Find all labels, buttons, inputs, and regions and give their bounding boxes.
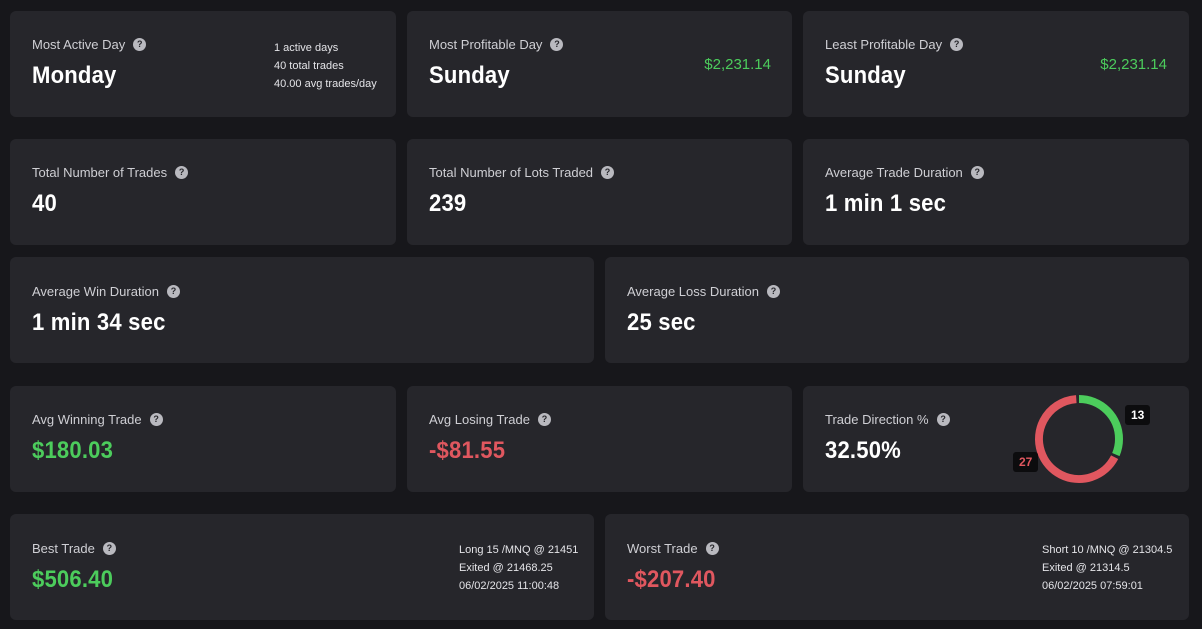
most-active-day-details: 1 active days 40 total trades 40.00 avg … [274,39,377,93]
help-icon[interactable]: ? [149,413,163,426]
trade-direction-card: Trade Direction % ? 32.50% 13 27 [803,386,1189,492]
avg-trades-per-day-text: 40.00 avg trades/day [274,78,377,90]
help-icon[interactable]: ? [133,38,147,51]
avg-win-duration-label: Average Win Duration [32,284,159,299]
avg-trade-duration-value: 1 min 1 sec [825,190,947,217]
best-trade-value: $506.40 [32,566,114,593]
least-profitable-day-amount: $2,231.14 [1100,56,1167,73]
avg-loss-duration-value: 25 sec [627,309,696,336]
worst-trade-details: Short 10 /MNQ @ 21304.5 Exited @ 21314.5… [1042,541,1172,595]
help-icon[interactable]: ? [175,166,189,179]
avg-trade-duration-card: Average Trade Duration ? 1 min 1 sec [803,139,1189,245]
total-lots-label: Total Number of Lots Traded [429,165,594,180]
trade-direction-value: 32.50% [825,437,902,464]
least-profitable-day-label: Least Profitable Day [825,37,943,52]
donut-chart[interactable] [1033,386,1183,492]
worst-trade-card: Worst Trade ? -$207.40 Short 10 /MNQ @ 2… [605,514,1189,620]
help-icon[interactable]: ? [166,285,180,298]
best-trade-details: Long 15 /MNQ @ 21451 Exited @ 21468.25 0… [459,541,578,595]
most-profitable-day-value: Sunday [429,62,510,89]
trade-direction-label: Trade Direction % [825,412,929,427]
best-trade-entry-text: Long 15 /MNQ @ 21451 [459,544,579,556]
best-trade-timestamp: 06/02/2025 11:00:48 [459,580,560,592]
avg-loss-duration-card: Average Loss Duration ? 25 sec [605,257,1189,363]
donut-long-segment[interactable] [1035,395,1123,483]
best-trade-card: Best Trade ? $506.40 Long 15 /MNQ @ 2145… [10,514,594,620]
most-active-day-card: Most Active Day ? Monday 1 active days 4… [10,11,396,117]
best-trade-exit-text: Exited @ 21468.25 [459,562,553,574]
help-icon[interactable]: ? [936,413,950,426]
avg-winning-trade-label: Avg Winning Trade [32,412,142,427]
help-icon[interactable]: ? [601,166,615,179]
total-trades-card: Total Number of Trades ? 40 [10,139,396,245]
avg-win-duration-card: Average Win Duration ? 1 min 34 sec [10,257,594,363]
help-icon[interactable]: ? [550,38,564,51]
avg-loss-duration-label: Average Loss Duration [627,284,760,299]
worst-trade-exit-text: Exited @ 21314.5 [1042,562,1130,574]
short-count-badge: 27 [1013,452,1039,472]
most-profitable-day-amount: $2,231.14 [704,56,771,73]
help-icon[interactable]: ? [970,166,984,179]
least-profitable-day-value: Sunday [825,62,906,89]
help-icon[interactable]: ? [705,542,719,555]
avg-losing-trade-label: Avg Losing Trade [429,412,530,427]
long-count-badge: 13 [1125,405,1151,425]
help-icon[interactable]: ? [950,38,964,51]
most-profitable-day-label: Most Profitable Day [429,37,543,52]
avg-losing-trade-card: Avg Losing Trade ? -$81.55 [407,386,792,492]
total-lots-value: 239 [429,190,467,217]
avg-losing-trade-value: -$81.55 [429,437,506,464]
avg-trade-duration-label: Average Trade Duration [825,165,963,180]
avg-winning-trade-card: Avg Winning Trade ? $180.03 [10,386,396,492]
active-days-text: 1 active days [274,42,339,54]
avg-win-duration-value: 1 min 34 sec [32,309,166,336]
total-trades-text: 40 total trades [274,60,344,72]
trade-direction-donut[interactable]: 13 27 [1013,386,1183,492]
worst-trade-entry-text: Short 10 /MNQ @ 21304.5 [1042,544,1173,556]
help-icon[interactable]: ? [102,542,116,555]
help-icon[interactable]: ? [767,285,781,298]
total-trades-value: 40 [32,190,57,217]
worst-trade-timestamp: 06/02/2025 07:59:01 [1042,580,1143,592]
help-icon[interactable]: ? [537,413,551,426]
most-active-day-label: Most Active Day [32,37,126,52]
worst-trade-value: -$207.40 [627,566,716,593]
worst-trade-label: Worst Trade [627,541,698,556]
avg-winning-trade-value: $180.03 [32,437,114,464]
most-profitable-day-card: Most Profitable Day ? Sunday $2,231.14 [407,11,792,117]
total-trades-label: Total Number of Trades [32,165,168,180]
total-lots-card: Total Number of Lots Traded ? 239 [407,139,792,245]
most-active-day-value: Monday [32,62,117,89]
least-profitable-day-card: Least Profitable Day ? Sunday $2,231.14 [803,11,1189,117]
best-trade-label: Best Trade [32,541,95,556]
